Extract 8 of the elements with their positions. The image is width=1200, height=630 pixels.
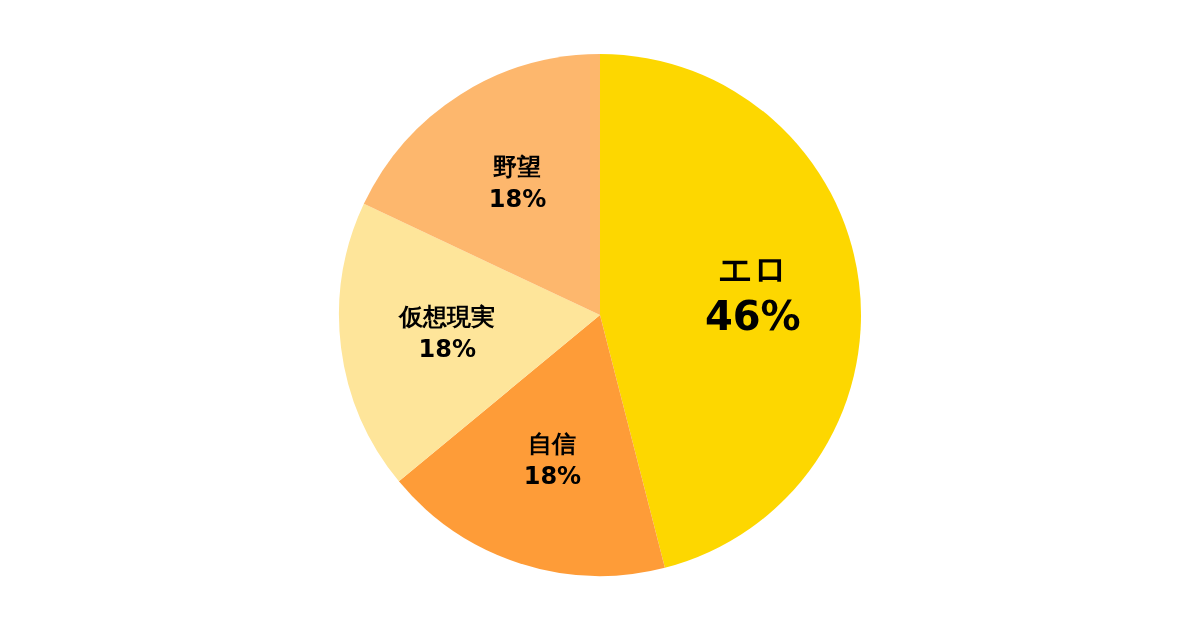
slice-label: 自信 bbox=[528, 429, 577, 458]
data-label: 18% bbox=[523, 461, 582, 490]
slice-label: 野望 bbox=[493, 153, 542, 182]
data-label: 46% bbox=[704, 293, 801, 340]
slice-label: 仮想現実 bbox=[398, 302, 496, 331]
data-label: 18% bbox=[488, 185, 547, 214]
slice-label: エロ bbox=[717, 248, 788, 289]
data-label: 18% bbox=[418, 334, 476, 363]
